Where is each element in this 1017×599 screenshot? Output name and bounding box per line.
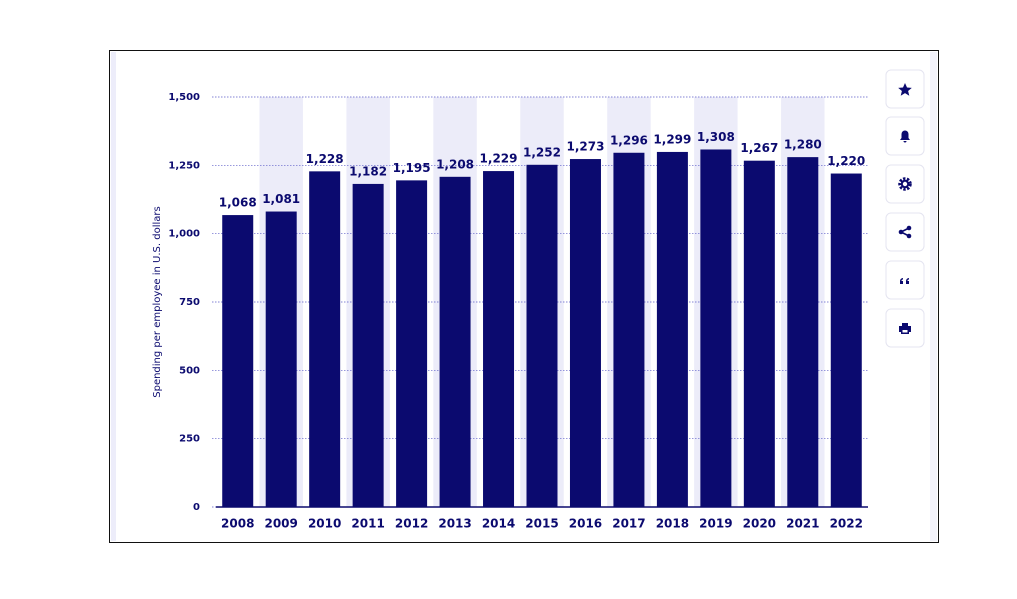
- x-tick-label: 2019: [699, 517, 732, 531]
- bar: [352, 183, 384, 508]
- x-tick-label: 2022: [830, 517, 863, 531]
- bar: [787, 157, 819, 507]
- share-button[interactable]: [885, 212, 925, 252]
- notification-button[interactable]: [885, 116, 925, 156]
- y-tick-label: 1,000: [168, 229, 200, 240]
- bar: [569, 159, 601, 507]
- y-tick-label: 1,500: [168, 92, 200, 103]
- x-tick-label: 2011: [351, 517, 384, 531]
- value-label: 1,267: [740, 141, 778, 155]
- x-tick-label: 2010: [308, 517, 341, 531]
- print-button[interactable]: [885, 308, 925, 348]
- value-label: 1,252: [523, 145, 561, 159]
- value-label: 1,280: [784, 138, 822, 152]
- bar: [830, 173, 862, 508]
- x-tick-label: 2012: [395, 517, 428, 531]
- x-tick-label: 2017: [612, 517, 645, 531]
- frame-edge: [930, 52, 937, 541]
- x-tick-label: 2015: [525, 517, 558, 531]
- x-tick-label: 2013: [438, 517, 471, 531]
- y-axis-label: Spending per employee in U.S. dollars: [152, 206, 163, 397]
- plot: 0 250 500 750 1,000 1,250 1,500 2008 1,068 2009 1,…: [168, 92, 868, 531]
- value-label: 1,195: [393, 161, 431, 175]
- value-label: 1,229: [480, 152, 518, 166]
- cite-button[interactable]: [885, 260, 925, 300]
- frame-edge: [111, 52, 116, 541]
- settings-button[interactable]: [885, 164, 925, 204]
- bar: [743, 160, 775, 508]
- value-label: 1,081: [262, 192, 300, 206]
- value-label: 1,299: [653, 132, 691, 146]
- value-label: 1,308: [697, 130, 735, 144]
- x-tick-label: 2018: [656, 517, 689, 531]
- x-tick-label: 2009: [264, 517, 297, 531]
- bar: [396, 180, 428, 507]
- x-tick-label: 2020: [743, 517, 776, 531]
- y-tick-label: 750: [179, 297, 200, 308]
- bar: [483, 171, 515, 507]
- bar: [613, 152, 645, 507]
- y-tick-label: 1,250: [168, 160, 200, 171]
- x-tick-label: 2014: [482, 517, 515, 531]
- toolbar: [885, 69, 925, 348]
- value-label: 1,182: [349, 164, 387, 178]
- y-tick-label: 250: [179, 434, 200, 445]
- value-label: 1,208: [436, 157, 474, 171]
- value-label: 1,068: [219, 196, 257, 210]
- y-tick-label: 0: [193, 502, 200, 513]
- value-label: 1,228: [306, 152, 344, 166]
- x-tick-label: 2008: [221, 517, 254, 531]
- y-tick-label: 500: [179, 365, 200, 376]
- bar: [656, 151, 688, 507]
- x-tick-label: 2021: [786, 517, 819, 531]
- bar: [309, 171, 341, 507]
- bar: [700, 149, 732, 508]
- value-label: 1,296: [610, 133, 648, 147]
- favorite-button[interactable]: [885, 69, 925, 109]
- bar: [265, 211, 297, 507]
- value-label: 1,273: [566, 140, 604, 154]
- bar: [439, 176, 471, 507]
- bar: [526, 164, 558, 507]
- bar: [222, 215, 254, 507]
- x-tick-label: 2016: [569, 517, 602, 531]
- value-label: 1,220: [827, 154, 865, 168]
